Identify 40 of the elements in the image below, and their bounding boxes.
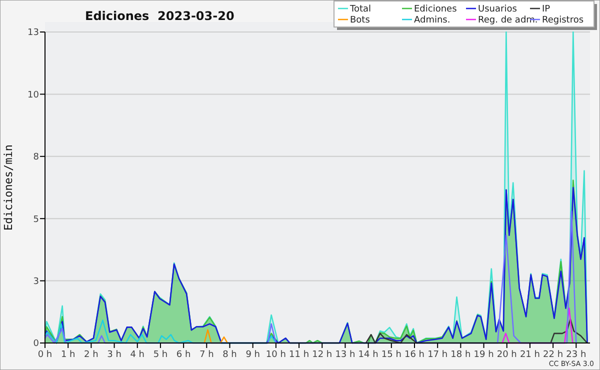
legend-label: Bots	[350, 16, 370, 26]
x-tick-label: 7 h	[200, 350, 214, 360]
legend-label: Admins.	[414, 16, 450, 26]
x-tick-label: 23 h	[566, 350, 586, 360]
x-tick-label: 2 h	[84, 350, 98, 360]
x-tick-label: 6 h	[176, 350, 191, 360]
y-tick-label: 5	[33, 214, 39, 225]
x-tick-label: 20 h	[496, 350, 517, 360]
y-axis-title: Ediciones/min	[2, 144, 15, 231]
x-tick-label: 5 h	[153, 350, 168, 360]
x-tick-label: 18 h	[450, 350, 471, 360]
y-tick-label: 13	[28, 28, 39, 38]
y-tick-label: 10	[28, 90, 40, 100]
legend-label: Total	[349, 4, 372, 15]
legend-label: Usuarios	[478, 4, 518, 15]
x-tick-label: 22 h	[543, 350, 564, 360]
x-tick-label: 3 h	[107, 350, 122, 360]
x-tick-label: 17 h	[428, 350, 448, 360]
x-tick-label: 19 h	[474, 350, 494, 360]
legend-label: Ediciones	[414, 4, 458, 15]
x-tick-label: 0 h	[38, 350, 52, 360]
x-tick-label: 21 h	[520, 350, 540, 360]
x-tick-label: 11 h	[289, 350, 310, 360]
x-tick-label: 16 h	[404, 350, 425, 360]
legend-label: IP	[542, 4, 551, 15]
legend-label: Reg. de adm.	[478, 16, 538, 26]
y-tick-label: 8	[33, 152, 40, 163]
x-tick-label: 9 h	[246, 350, 260, 360]
x-tick-label: 14 h	[358, 350, 378, 360]
x-tick-label: 13 h	[335, 350, 356, 360]
x-tick-label: 8 h	[222, 350, 237, 360]
x-tick-label: 1 h	[60, 350, 76, 360]
y-tick-label: 0	[33, 339, 40, 350]
chart-title: Ediciones 2023-03-20	[85, 9, 234, 23]
x-tick-label: 15 h	[381, 350, 402, 360]
legend-label: Registros	[542, 16, 584, 26]
x-tick-label: 10 h	[266, 350, 286, 360]
x-tick-label: 12 h	[312, 350, 332, 360]
y-tick-label: 3	[33, 276, 39, 287]
x-tick-label: 4 h	[130, 350, 145, 360]
